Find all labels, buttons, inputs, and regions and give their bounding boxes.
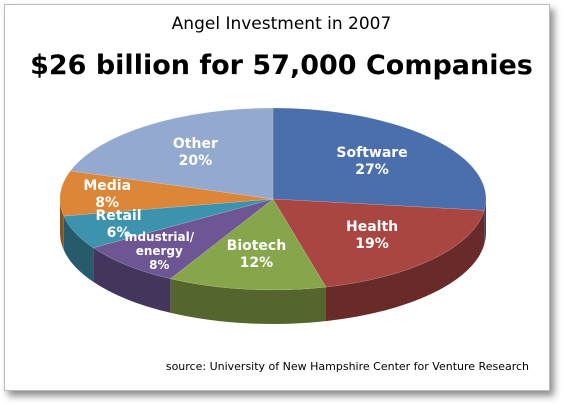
slice <box>272 198 485 288</box>
category-label: Other <box>172 136 218 153</box>
category-label: Software <box>336 144 408 161</box>
slice-label: Health 19% <box>327 219 417 253</box>
slice-label: Retail 6% <box>74 208 164 242</box>
slice-label: Media 8% <box>62 178 152 212</box>
slice <box>69 107 274 200</box>
category-label: Health <box>345 219 399 236</box>
value-label: 8% <box>149 257 170 272</box>
slice <box>63 198 274 249</box>
slice <box>59 170 274 217</box>
category-label: Retail <box>95 208 142 225</box>
value-label: 6% <box>106 225 131 242</box>
value-label: 19% <box>355 236 389 253</box>
category-label: Industrial/ energy <box>124 229 195 258</box>
slice-side <box>93 247 171 313</box>
slice-label: Other 20% <box>150 136 240 170</box>
value-label: 12% <box>239 254 274 271</box>
slice <box>169 198 327 291</box>
slice-label: Biotech 12% <box>211 238 301 272</box>
value-label: 8% <box>95 194 120 211</box>
slice-side <box>170 278 326 324</box>
slice-side <box>60 199 64 251</box>
value-label: 27% <box>355 161 389 178</box>
chart-title: Angel Investment in 2007 <box>171 14 392 34</box>
slice <box>272 107 487 211</box>
slice-side <box>325 210 485 322</box>
slice-label: Software 27% <box>327 145 417 179</box>
slice-label: Industrial/ energy 8% <box>119 230 199 272</box>
source-note: source: University of New Hampshire Cent… <box>165 360 529 373</box>
chart-subtitle: $26 billion for 57,000 Companies <box>30 50 533 81</box>
slice <box>92 198 274 280</box>
category-label: Media <box>83 177 132 194</box>
slice-side <box>484 199 486 245</box>
slice-side <box>63 216 94 282</box>
category-label: Biotech <box>226 237 287 254</box>
value-label: 20% <box>178 153 213 170</box>
